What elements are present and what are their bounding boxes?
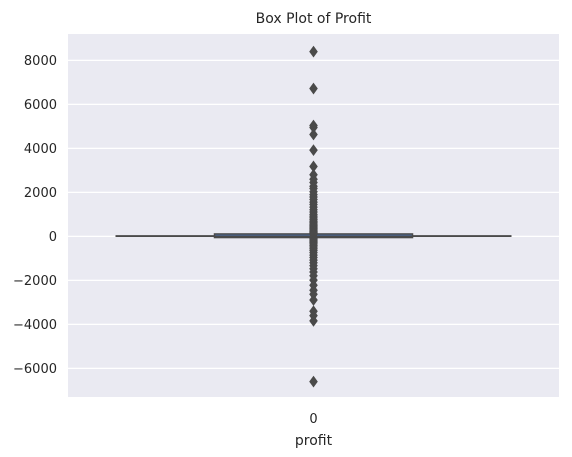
outlier-point (309, 144, 318, 157)
chart-title: Box Plot of Profit (256, 11, 372, 27)
outlier-point (309, 315, 318, 327)
outlier-point (309, 294, 318, 306)
outlier-point (309, 375, 318, 388)
y-tick-label: 0 (49, 230, 57, 245)
y-tick-label: 8000 (24, 54, 57, 69)
y-tick-label: −4000 (13, 318, 57, 333)
x-axis-label: profit (295, 433, 333, 449)
tick-labels: 8000 6000 4000 2000 0 −2000 −4000 −6000 0 (13, 54, 318, 427)
x-tick-label: 0 (309, 412, 317, 427)
y-tick-label: −6000 (13, 362, 57, 377)
y-tick-label: 2000 (24, 186, 57, 201)
outliers (309, 45, 318, 388)
outlier-point (309, 45, 318, 58)
outlier-point (309, 82, 318, 95)
y-tick-label: 4000 (24, 142, 57, 157)
y-tick-label: −2000 (13, 274, 57, 289)
y-tick-label: 6000 (24, 98, 57, 113)
outlier-point (309, 128, 318, 141)
